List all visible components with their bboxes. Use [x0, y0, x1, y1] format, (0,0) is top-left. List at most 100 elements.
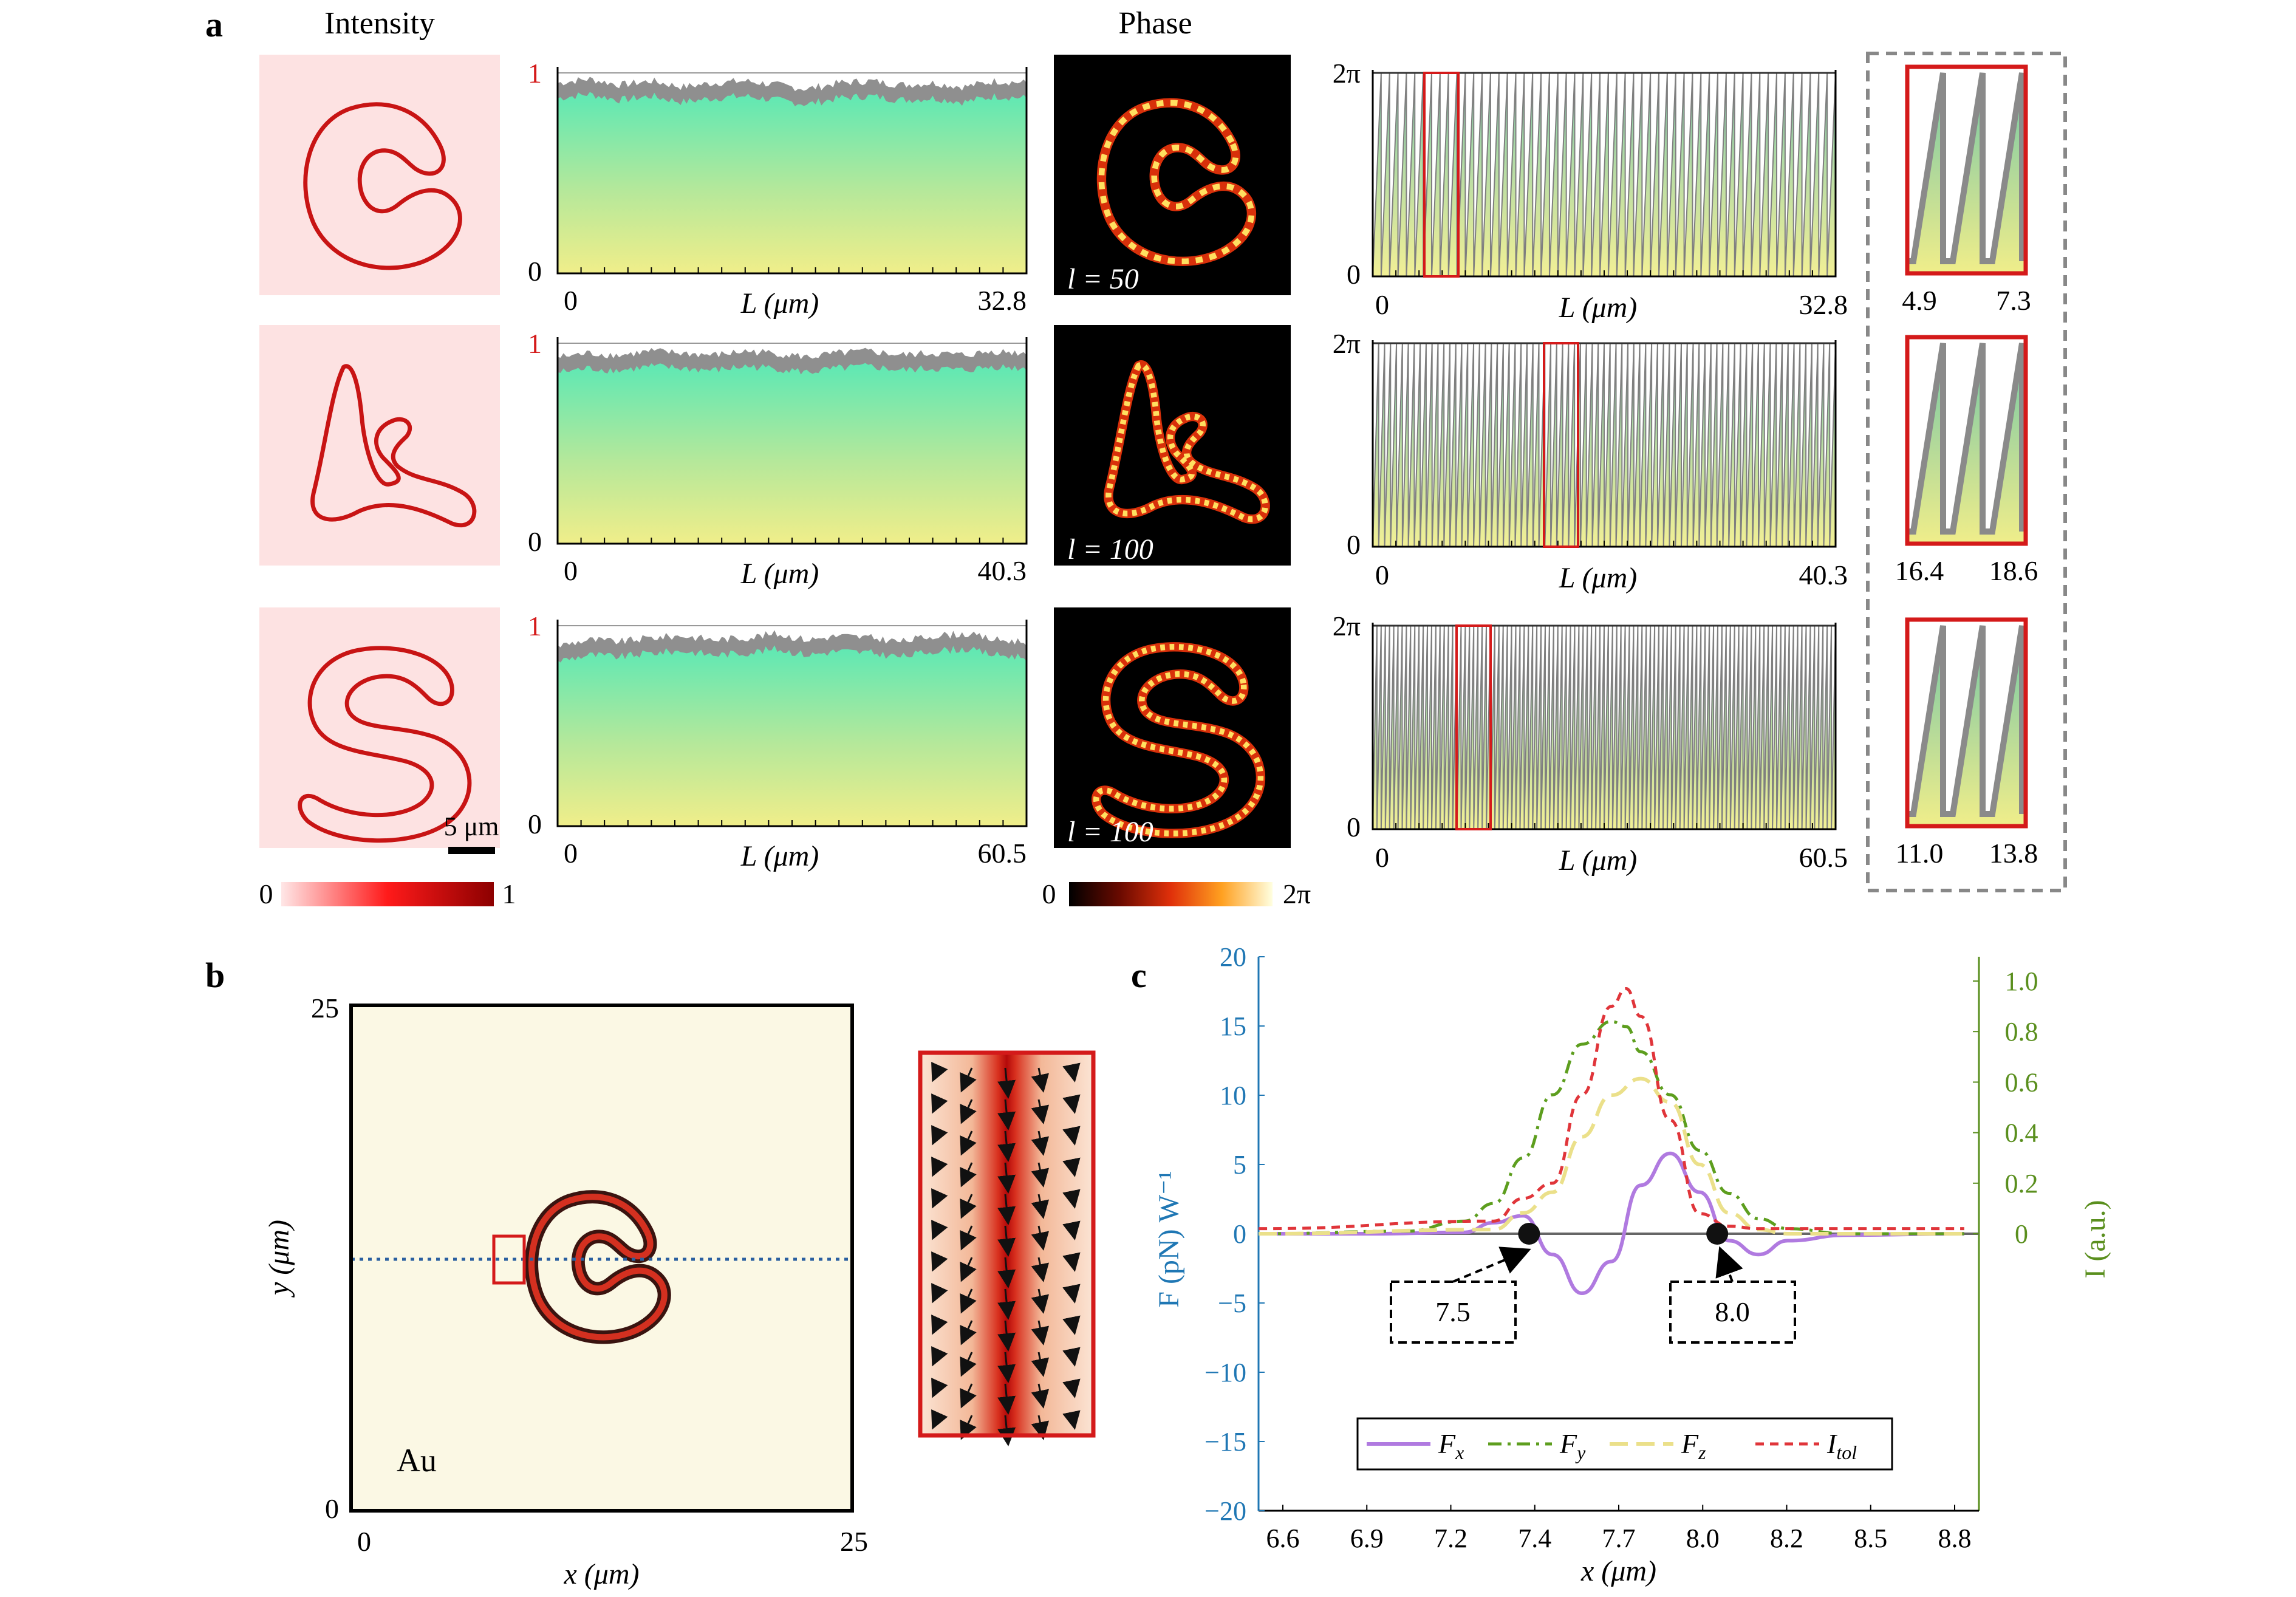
field-arrow — [1062, 1315, 1081, 1335]
callout-arrow — [1715, 1246, 1743, 1282]
phase-curve-dashes — [1093, 644, 1264, 836]
field-arrow — [1031, 1415, 1050, 1440]
field-arrow — [931, 1188, 948, 1209]
phase-zoom-marker — [1455, 624, 1492, 830]
field-arrow — [1031, 1130, 1050, 1156]
left-tick-label: 20 — [1220, 942, 1246, 972]
intensity-cbar-min: 0 — [259, 878, 273, 909]
callout-box — [1669, 1281, 1796, 1344]
field-arrow — [960, 1194, 977, 1219]
x-tick-label: 7.2 — [1434, 1523, 1467, 1553]
zoom-frame — [1905, 335, 2028, 546]
intensity-x-end: 40.3 — [978, 555, 1027, 586]
zoom-inset-S: 11.0 13.8 — [1896, 617, 2038, 869]
intensity-y-bottom: 0 — [528, 256, 542, 287]
callout-box — [1390, 1281, 1517, 1344]
x-tick-label: 8.8 — [1938, 1523, 1972, 1553]
intensity-plot-S: 1 00 L (μm) 60.5 — [528, 610, 1028, 872]
callout-arrow — [1452, 1246, 1531, 1283]
field-arrow — [960, 1099, 977, 1124]
field-curve — [525, 1190, 671, 1344]
right-tick-label: 0.6 — [2005, 1067, 2038, 1097]
intensity-x-start: 0 — [564, 838, 578, 869]
intensity-shape-C — [303, 102, 462, 270]
phase-shape-S — [1092, 642, 1265, 838]
intensity-curve — [298, 646, 472, 843]
field-arrow — [997, 1130, 1016, 1162]
phase-x-end: 32.8 — [1799, 289, 1848, 320]
phase-image-C — [1054, 55, 1291, 295]
x-tick-label: 8.0 — [1686, 1523, 1720, 1553]
field-arrow — [997, 1194, 1016, 1225]
intensity-x-label: L (μm) — [740, 287, 819, 320]
intensity-shape-A — [310, 364, 477, 528]
intensity-x-start: 0 — [564, 285, 578, 316]
callout-value: 8.0 — [1715, 1296, 1750, 1327]
right-axis-label: I (a.u.) — [2079, 1200, 2111, 1278]
intensity-x-label: L (μm) — [740, 840, 819, 872]
intensity-cbar-max: 1 — [502, 878, 516, 909]
x-tick-label: 8.5 — [1854, 1523, 1887, 1553]
phase-zoom-marker — [1543, 342, 1579, 548]
phase-y-top: 2π — [1333, 328, 1361, 359]
intensity-image-A — [259, 325, 500, 566]
phase-zoom-marker — [1423, 72, 1460, 278]
equilibrium-point — [1518, 1223, 1540, 1245]
intensity-y-top: 1 — [528, 328, 542, 359]
field-arrow — [997, 1288, 1016, 1320]
x-max-label: 25 — [840, 1526, 868, 1557]
x-min-label: 0 — [357, 1526, 371, 1557]
field-arrow — [997, 1383, 1016, 1415]
phase-x-label: L (μm) — [1559, 562, 1638, 594]
phase-l-label: l = 50 — [1067, 263, 1139, 295]
intensity-plot-A: 1 00 L (μm) 40.3 — [528, 328, 1028, 590]
zoom-frame — [1905, 64, 2028, 276]
y-axis-label: y (μm) — [263, 1220, 295, 1298]
left-tick-label: 10 — [1220, 1081, 1246, 1110]
field-arrow — [1062, 1284, 1081, 1304]
field-arrow — [960, 1225, 977, 1251]
field-arrow — [1031, 1288, 1050, 1314]
series-Fx — [1259, 1151, 1964, 1296]
field-arrow — [1062, 1252, 1081, 1272]
field-arrow — [997, 1162, 1016, 1194]
field-arrow — [931, 1282, 948, 1304]
phase-curve-base — [1096, 98, 1257, 267]
phase-shape-A — [1104, 360, 1270, 524]
left-tick-label: −15 — [1204, 1427, 1246, 1457]
field-arrow — [997, 1257, 1016, 1288]
phase-plot-S: 2π 00 L (μm) 60.5 — [1333, 610, 1848, 877]
right-tick-label: 0 — [2015, 1219, 2028, 1249]
intensity-curve — [310, 364, 477, 528]
x-tick-label: 8.2 — [1770, 1523, 1803, 1553]
field-arrow — [931, 1314, 948, 1335]
field-arrow — [960, 1415, 977, 1440]
phase-x-start: 0 — [1375, 559, 1389, 590]
intensity-x-end: 32.8 — [978, 285, 1027, 316]
legend: Fx Fy Fz Itol — [1356, 1417, 1893, 1471]
y-min-label: 0 — [325, 1493, 339, 1524]
field-arrow — [960, 1383, 977, 1409]
phase-l-label: l = 100 — [1067, 816, 1153, 848]
right-tick-label: 0.4 — [2005, 1118, 2038, 1148]
field-arrow — [997, 1225, 1016, 1257]
phase-shape-C — [1096, 98, 1257, 267]
intensity-title: Intensity — [324, 6, 435, 41]
zoom-x-left: 16.4 — [1895, 555, 1944, 586]
intensity-area — [558, 363, 1027, 544]
panel-b-label: b — [205, 956, 225, 995]
field-arrow — [960, 1067, 977, 1093]
phase-y-top: 2π — [1333, 58, 1361, 89]
x-tick-label: 6.6 — [1266, 1523, 1300, 1553]
field-arrow — [931, 1409, 948, 1430]
field-arrow — [997, 1352, 1016, 1383]
scale-bar-label: 5 μm — [444, 812, 499, 841]
callout-value: 7.5 — [1435, 1296, 1471, 1327]
field-arrow — [931, 1346, 948, 1367]
zoom-marker — [492, 1234, 526, 1285]
intensity-x-end: 60.5 — [978, 838, 1027, 869]
